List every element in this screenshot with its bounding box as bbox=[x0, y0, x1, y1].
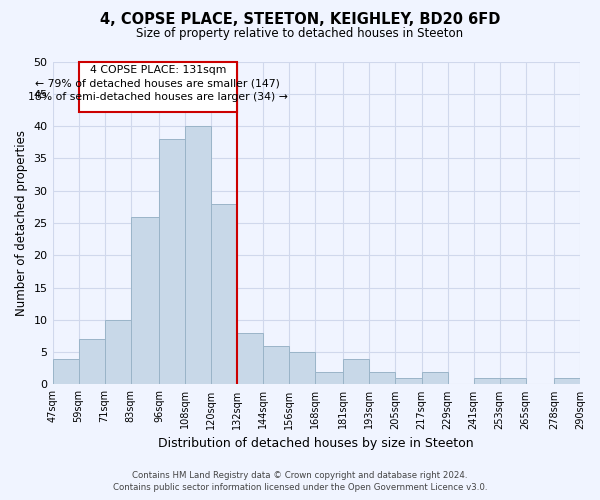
Bar bbox=[263, 346, 289, 385]
X-axis label: Distribution of detached houses by size in Steeton: Distribution of detached houses by size … bbox=[158, 437, 474, 450]
Text: 4, COPSE PLACE, STEETON, KEIGHLEY, BD20 6FD: 4, COPSE PLACE, STEETON, KEIGHLEY, BD20 … bbox=[100, 12, 500, 28]
Bar bbox=[370, 372, 395, 384]
Bar bbox=[185, 126, 211, 384]
Bar bbox=[289, 352, 315, 384]
Bar bbox=[422, 372, 448, 384]
Bar bbox=[159, 139, 185, 384]
Bar bbox=[554, 378, 580, 384]
Bar bbox=[500, 378, 526, 384]
Bar bbox=[53, 358, 79, 384]
Text: 18% of semi-detached houses are larger (34) →: 18% of semi-detached houses are larger (… bbox=[28, 92, 288, 102]
Text: 4 COPSE PLACE: 131sqm: 4 COPSE PLACE: 131sqm bbox=[89, 66, 226, 76]
Bar bbox=[473, 378, 500, 384]
Bar bbox=[237, 333, 263, 384]
Text: Contains HM Land Registry data © Crown copyright and database right 2024.
Contai: Contains HM Land Registry data © Crown c… bbox=[113, 471, 487, 492]
Bar bbox=[131, 216, 159, 384]
Text: ← 79% of detached houses are smaller (147): ← 79% of detached houses are smaller (14… bbox=[35, 78, 280, 88]
Y-axis label: Number of detached properties: Number of detached properties bbox=[15, 130, 28, 316]
Bar bbox=[79, 339, 104, 384]
Bar bbox=[104, 320, 131, 384]
Bar bbox=[395, 378, 422, 384]
FancyBboxPatch shape bbox=[79, 62, 237, 112]
Bar bbox=[211, 204, 237, 384]
Bar bbox=[343, 358, 370, 384]
Bar bbox=[315, 372, 343, 384]
Text: Size of property relative to detached houses in Steeton: Size of property relative to detached ho… bbox=[136, 28, 464, 40]
